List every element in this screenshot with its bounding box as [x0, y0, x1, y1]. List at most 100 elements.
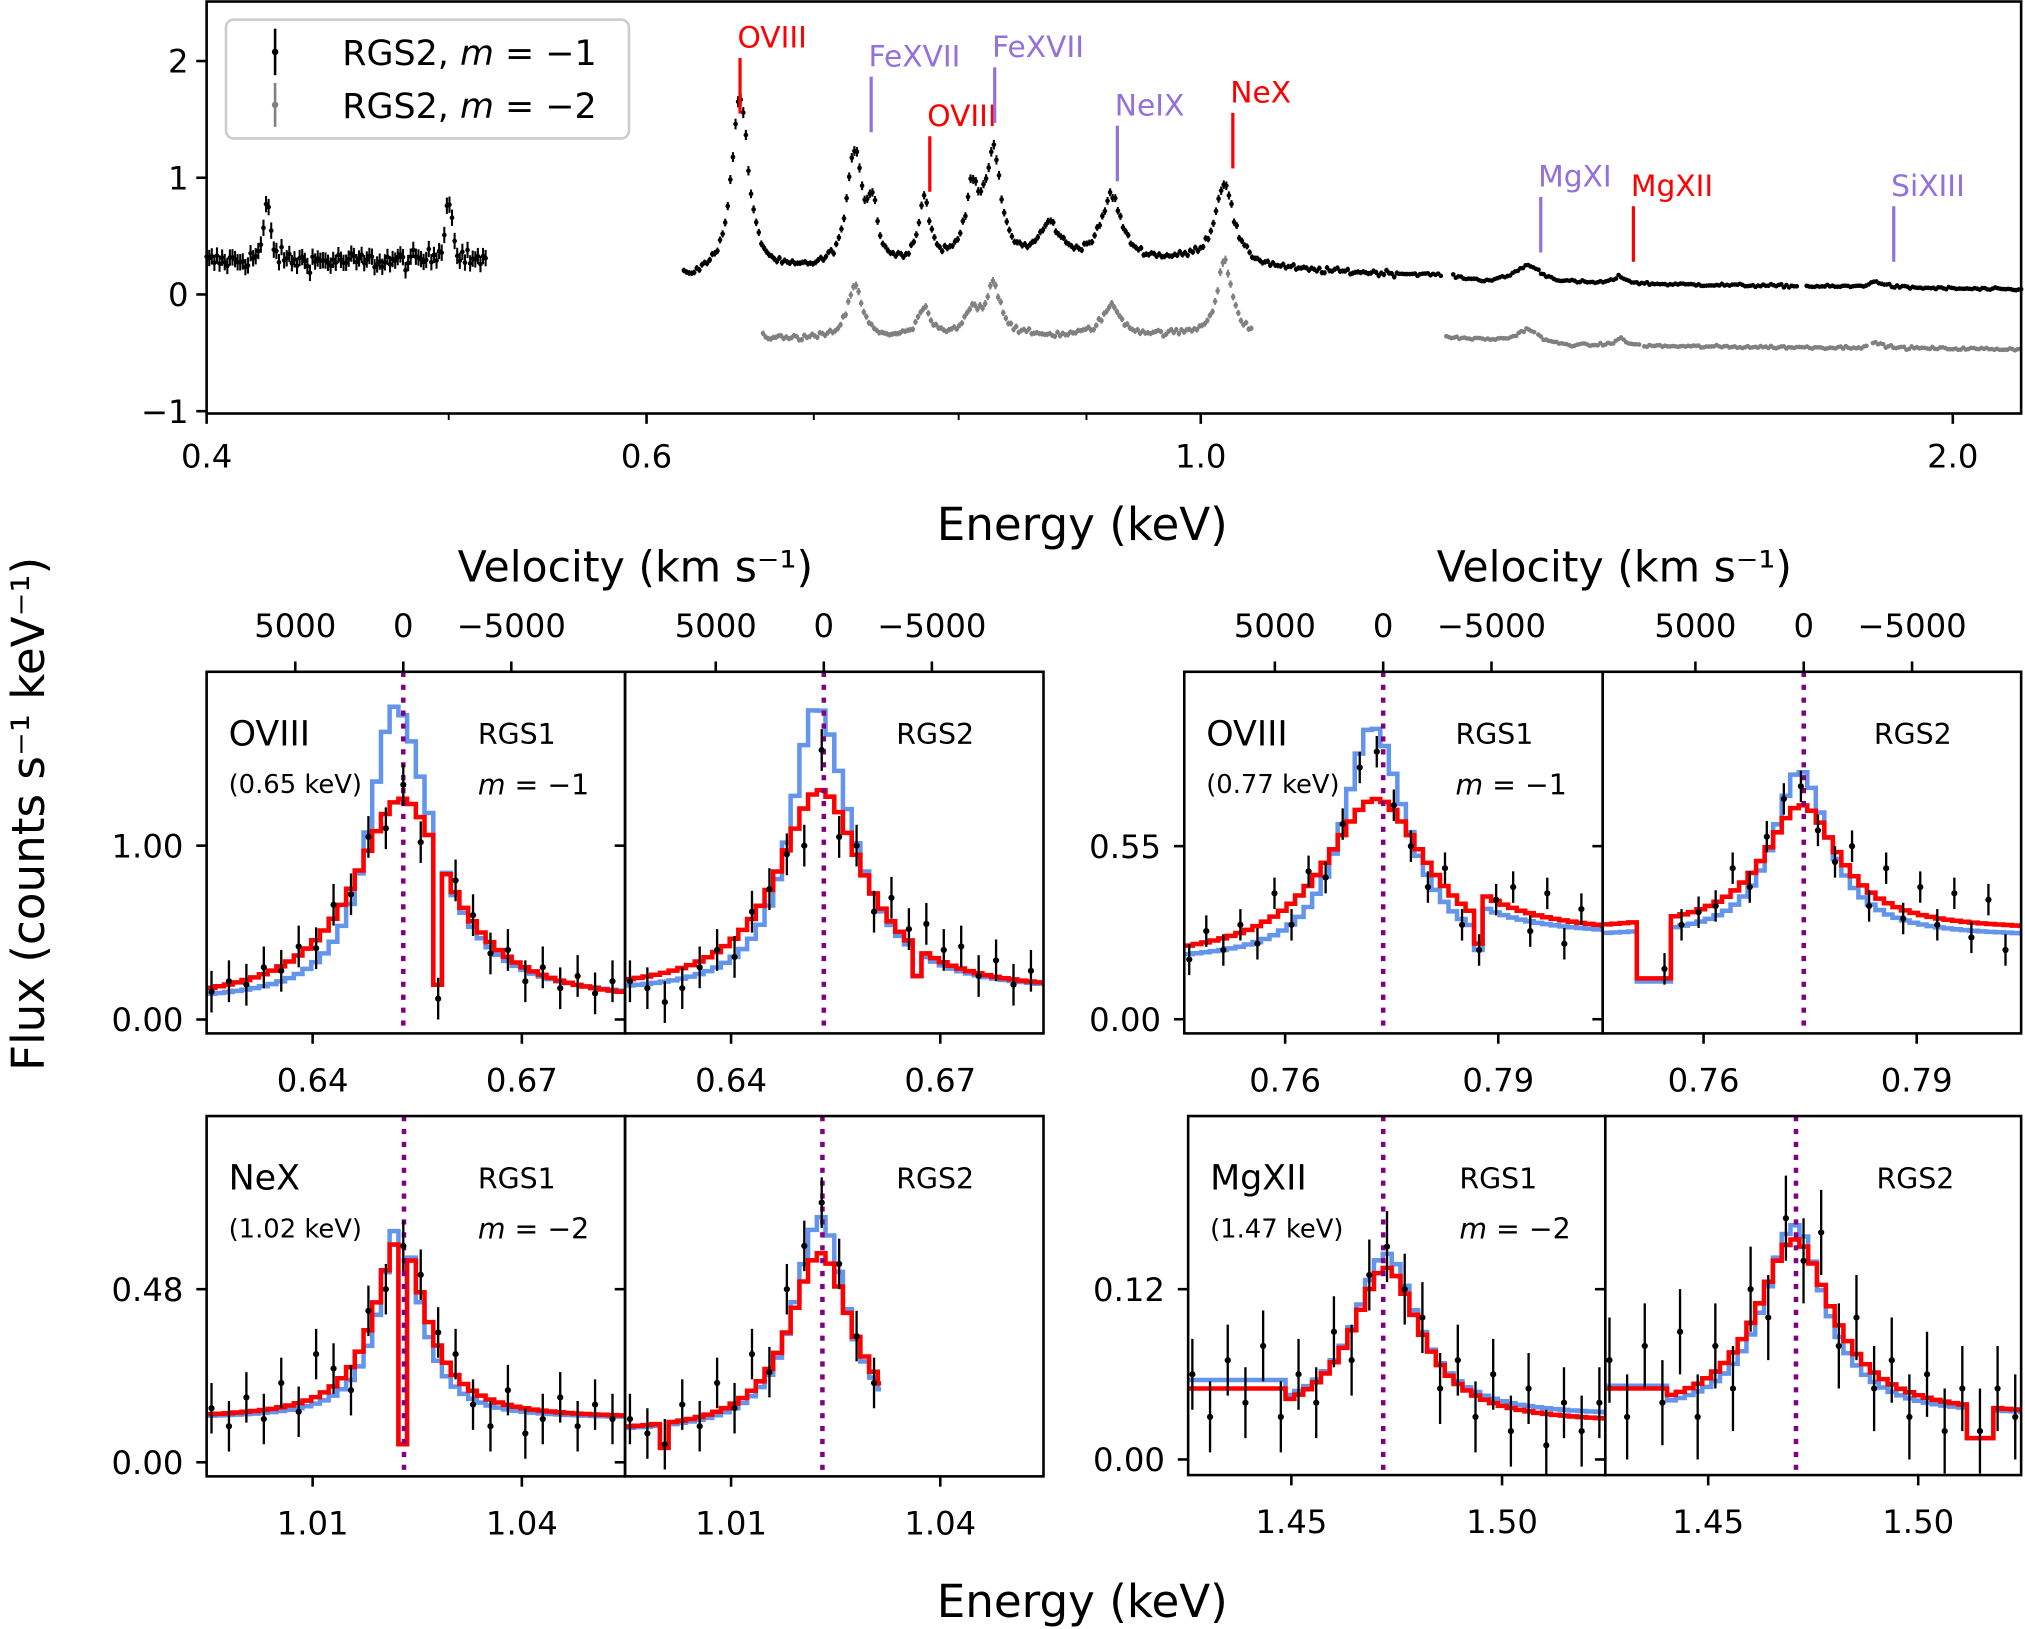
data-point [1322, 874, 1329, 881]
y-tick-label: 0.00 [112, 1444, 184, 1482]
data-point [522, 1430, 529, 1437]
data-point [1280, 261, 1286, 267]
data-point [1493, 896, 1500, 903]
data-point [1233, 302, 1239, 308]
data-point [751, 207, 756, 212]
data-point [990, 278, 996, 284]
data-point [1158, 329, 1164, 334]
data-point [679, 1401, 686, 1408]
line-label: SiXIII [1891, 169, 1965, 204]
data-point [1543, 1442, 1550, 1449]
data-point [1248, 326, 1254, 331]
data-point [1401, 1286, 1408, 1293]
data-point [836, 833, 843, 841]
x-tick-label: 0.4 [181, 438, 232, 476]
data-point [1190, 249, 1196, 255]
model-curve-red [206, 1242, 626, 1447]
data-point [278, 967, 285, 974]
overview-spectrum-panel: OVIII FeXVII OVIII FeXVII NeIX NeX MgXI MgXII Si… [141, 0, 2024, 551]
data-point [313, 945, 320, 952]
data-point [939, 248, 945, 254]
data-point [720, 231, 725, 237]
data-point [995, 294, 1001, 300]
order-label: m = −1 [478, 768, 589, 801]
data-point [574, 1423, 581, 1430]
data-point [818, 746, 825, 754]
x-tick-label: 2.0 [1927, 438, 1978, 476]
instrument-label: RGS2 [896, 718, 974, 751]
data-point [274, 248, 279, 254]
data-point [1176, 331, 1182, 337]
data-point [731, 1405, 738, 1412]
line-profile-panel: 1.01 1.04 0.00 0.48 NeX (1.02 keV) RGS1 m = −2 [112, 1114, 627, 1542]
data-point [761, 245, 767, 251]
data-point [999, 197, 1004, 202]
x-tick-label: 1.04 [904, 1504, 976, 1542]
data-point [774, 259, 780, 264]
data-point [875, 218, 880, 224]
data-point [1138, 245, 1144, 251]
panel-plot-area [625, 1116, 882, 1477]
y-tick-label: 2 [168, 43, 189, 81]
data-point [965, 194, 971, 200]
panel-frame [1601, 670, 2023, 1035]
data-point [1194, 327, 1200, 333]
data-point [1814, 827, 1822, 834]
data-point [469, 1401, 477, 1408]
data-point [853, 283, 859, 288]
data-point [766, 1369, 773, 1376]
velocity-tick-label: 0 [1373, 607, 1394, 645]
data-point [1389, 271, 1394, 276]
data-point [1236, 310, 1241, 316]
data-point [266, 204, 271, 210]
data-point [926, 218, 932, 224]
data-point [794, 334, 799, 339]
data-point [1800, 1257, 1807, 1264]
panel-plot-area [625, 671, 1044, 1034]
panel-plot-area [1605, 1116, 2022, 1476]
data-point [1123, 229, 1128, 234]
data-point [1211, 221, 1216, 226]
data-point [857, 165, 862, 171]
data-point [1218, 188, 1224, 193]
data-point [1105, 198, 1110, 204]
data-point [403, 268, 408, 273]
velocity-tick-label: 5000 [1234, 607, 1316, 645]
data-point [1694, 1413, 1701, 1420]
line-profile-panel: 1.45 1.50 0.00 0.12 MgXII (1.47 keV) RGS1 m = −… [1093, 1114, 1607, 1541]
data-point [504, 946, 512, 954]
data-point [777, 255, 782, 261]
data-point [557, 1394, 564, 1401]
x-tick-label: 0.79 [1881, 1062, 1953, 1100]
data-point [731, 953, 738, 961]
data-point [338, 257, 344, 263]
data-point [1324, 265, 1330, 271]
data-point [1419, 1314, 1426, 1321]
line-energy-label: (0.77 keV) [1206, 770, 1339, 800]
data-point [963, 213, 968, 219]
data-point [478, 261, 483, 267]
y-tick-label: 0.12 [1093, 1271, 1165, 1309]
data-point [910, 326, 916, 332]
ion-label: MgXII [1210, 1159, 1307, 1199]
data-point [972, 302, 978, 308]
ion-label: NeX [229, 1159, 300, 1199]
line-energy-label: (1.02 keV) [229, 1214, 362, 1244]
data-point [1763, 833, 1770, 840]
data-point [1712, 902, 1719, 910]
data-point [1265, 258, 1271, 264]
data-point [483, 255, 488, 261]
data-point [431, 252, 437, 258]
data-point [1475, 946, 1483, 954]
data-point [222, 259, 228, 265]
data-point [1200, 244, 1206, 250]
data-point [859, 183, 865, 189]
data-point [454, 253, 460, 259]
line-profile-panel: 1.01 1.04 RGS2 [614, 1114, 1045, 1542]
data-point [766, 886, 773, 893]
data-point [1104, 309, 1109, 314]
data-point [295, 943, 302, 950]
data-point [248, 250, 253, 256]
data-point [1226, 193, 1232, 198]
data-point [1107, 190, 1113, 195]
